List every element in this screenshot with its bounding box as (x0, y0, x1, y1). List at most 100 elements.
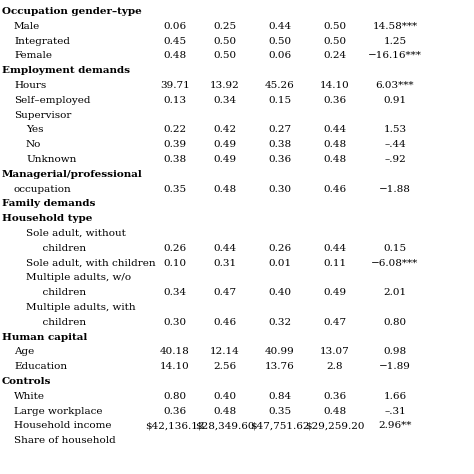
Text: 0.26: 0.26 (268, 244, 292, 253)
Text: 0.31: 0.31 (213, 259, 237, 268)
Text: Multiple adults, w/o: Multiple adults, w/o (26, 273, 131, 283)
Text: 0.39: 0.39 (164, 140, 187, 149)
Text: 0.26: 0.26 (164, 244, 187, 253)
Text: 0.46: 0.46 (213, 318, 237, 327)
Text: Sole adult, with children: Sole adult, with children (26, 259, 155, 268)
Text: 0.27: 0.27 (268, 126, 292, 135)
Text: Large workplace: Large workplace (14, 407, 102, 416)
Text: 1.25: 1.25 (383, 36, 407, 46)
Text: 0.06: 0.06 (164, 22, 187, 31)
Text: Household type: Household type (2, 214, 92, 223)
Text: 2.8: 2.8 (327, 362, 343, 371)
Text: 0.36: 0.36 (323, 392, 346, 401)
Text: 0.49: 0.49 (213, 140, 237, 149)
Text: 0.06: 0.06 (268, 51, 292, 60)
Text: 0.91: 0.91 (383, 96, 407, 105)
Text: Integrated: Integrated (14, 36, 70, 46)
Text: 2.01: 2.01 (383, 288, 407, 297)
Text: Multiple adults, with: Multiple adults, with (26, 303, 136, 312)
Text: 0.50: 0.50 (323, 36, 346, 46)
Text: 0.48: 0.48 (323, 140, 346, 149)
Text: No: No (26, 140, 41, 149)
Text: Unknown: Unknown (26, 155, 76, 164)
Text: 0.50: 0.50 (323, 22, 346, 31)
Text: Female: Female (14, 51, 52, 60)
Text: children: children (36, 288, 86, 297)
Text: 0.48: 0.48 (213, 407, 237, 416)
Text: 14.10: 14.10 (320, 81, 350, 90)
Text: 0.15: 0.15 (268, 96, 292, 105)
Text: 40.99: 40.99 (265, 347, 295, 356)
Text: Yes: Yes (26, 126, 44, 135)
Text: 0.80: 0.80 (164, 392, 187, 401)
Text: 0.40: 0.40 (213, 392, 237, 401)
Text: 0.48: 0.48 (213, 184, 237, 193)
Text: Male: Male (14, 22, 40, 31)
Text: Family demands: Family demands (2, 200, 95, 209)
Text: 0.36: 0.36 (268, 155, 292, 164)
Text: 0.35: 0.35 (164, 184, 187, 193)
Text: Education: Education (14, 362, 67, 371)
Text: 0.36: 0.36 (164, 407, 187, 416)
Text: 0.48: 0.48 (323, 155, 346, 164)
Text: 0.22: 0.22 (164, 126, 187, 135)
Text: 40.18: 40.18 (160, 347, 190, 356)
Text: Share of household: Share of household (14, 436, 116, 445)
Text: 0.25: 0.25 (213, 22, 237, 31)
Text: 0.38: 0.38 (164, 155, 187, 164)
Text: Hours: Hours (14, 81, 46, 90)
Text: 0.48: 0.48 (323, 407, 346, 416)
Text: 13.07: 13.07 (320, 347, 350, 356)
Text: 13.92: 13.92 (210, 81, 240, 90)
Text: 0.36: 0.36 (323, 96, 346, 105)
Text: 0.48: 0.48 (164, 51, 187, 60)
Text: 0.47: 0.47 (213, 288, 237, 297)
Text: 14.10: 14.10 (160, 362, 190, 371)
Text: 0.13: 0.13 (164, 96, 187, 105)
Text: 13.76: 13.76 (265, 362, 295, 371)
Text: $42,136.13: $42,136.13 (145, 421, 205, 430)
Text: 0.50: 0.50 (213, 36, 237, 46)
Text: Self–employed: Self–employed (14, 96, 91, 105)
Text: 0.50: 0.50 (268, 36, 292, 46)
Text: 0.50: 0.50 (213, 51, 237, 60)
Text: 0.10: 0.10 (164, 259, 187, 268)
Text: 0.44: 0.44 (213, 244, 237, 253)
Text: 0.98: 0.98 (383, 347, 407, 356)
Text: Occupation gender–type: Occupation gender–type (2, 7, 142, 16)
Text: Human capital: Human capital (2, 333, 87, 342)
Text: 0.84: 0.84 (268, 392, 292, 401)
Text: 0.15: 0.15 (383, 244, 407, 253)
Text: 0.40: 0.40 (268, 288, 292, 297)
Text: 1.53: 1.53 (383, 126, 407, 135)
Text: 0.34: 0.34 (164, 288, 187, 297)
Text: Age: Age (14, 347, 34, 356)
Text: 45.26: 45.26 (265, 81, 295, 90)
Text: 0.44: 0.44 (268, 22, 292, 31)
Text: –.31: –.31 (384, 407, 406, 416)
Text: −6.08***: −6.08*** (371, 259, 419, 268)
Text: 0.30: 0.30 (268, 184, 292, 193)
Text: 0.24: 0.24 (323, 51, 346, 60)
Text: 39.71: 39.71 (160, 81, 190, 90)
Text: Sole adult, without: Sole adult, without (26, 229, 126, 238)
Text: Household income: Household income (14, 421, 111, 430)
Text: 12.14: 12.14 (210, 347, 240, 356)
Text: $47,751.62: $47,751.62 (250, 421, 310, 430)
Text: occupation: occupation (14, 184, 72, 193)
Text: 0.44: 0.44 (323, 126, 346, 135)
Text: −1.89: −1.89 (379, 362, 411, 371)
Text: Controls: Controls (2, 377, 51, 386)
Text: 0.45: 0.45 (164, 36, 187, 46)
Text: 0.42: 0.42 (213, 126, 237, 135)
Text: 0.34: 0.34 (213, 96, 237, 105)
Text: 6.03***: 6.03*** (376, 81, 414, 90)
Text: 2.56: 2.56 (213, 362, 237, 371)
Text: −16.16***: −16.16*** (368, 51, 422, 60)
Text: children: children (36, 244, 86, 253)
Text: 0.44: 0.44 (323, 244, 346, 253)
Text: 0.49: 0.49 (323, 288, 346, 297)
Text: 0.38: 0.38 (268, 140, 292, 149)
Text: 0.80: 0.80 (383, 318, 407, 327)
Text: Supervisor: Supervisor (14, 110, 72, 119)
